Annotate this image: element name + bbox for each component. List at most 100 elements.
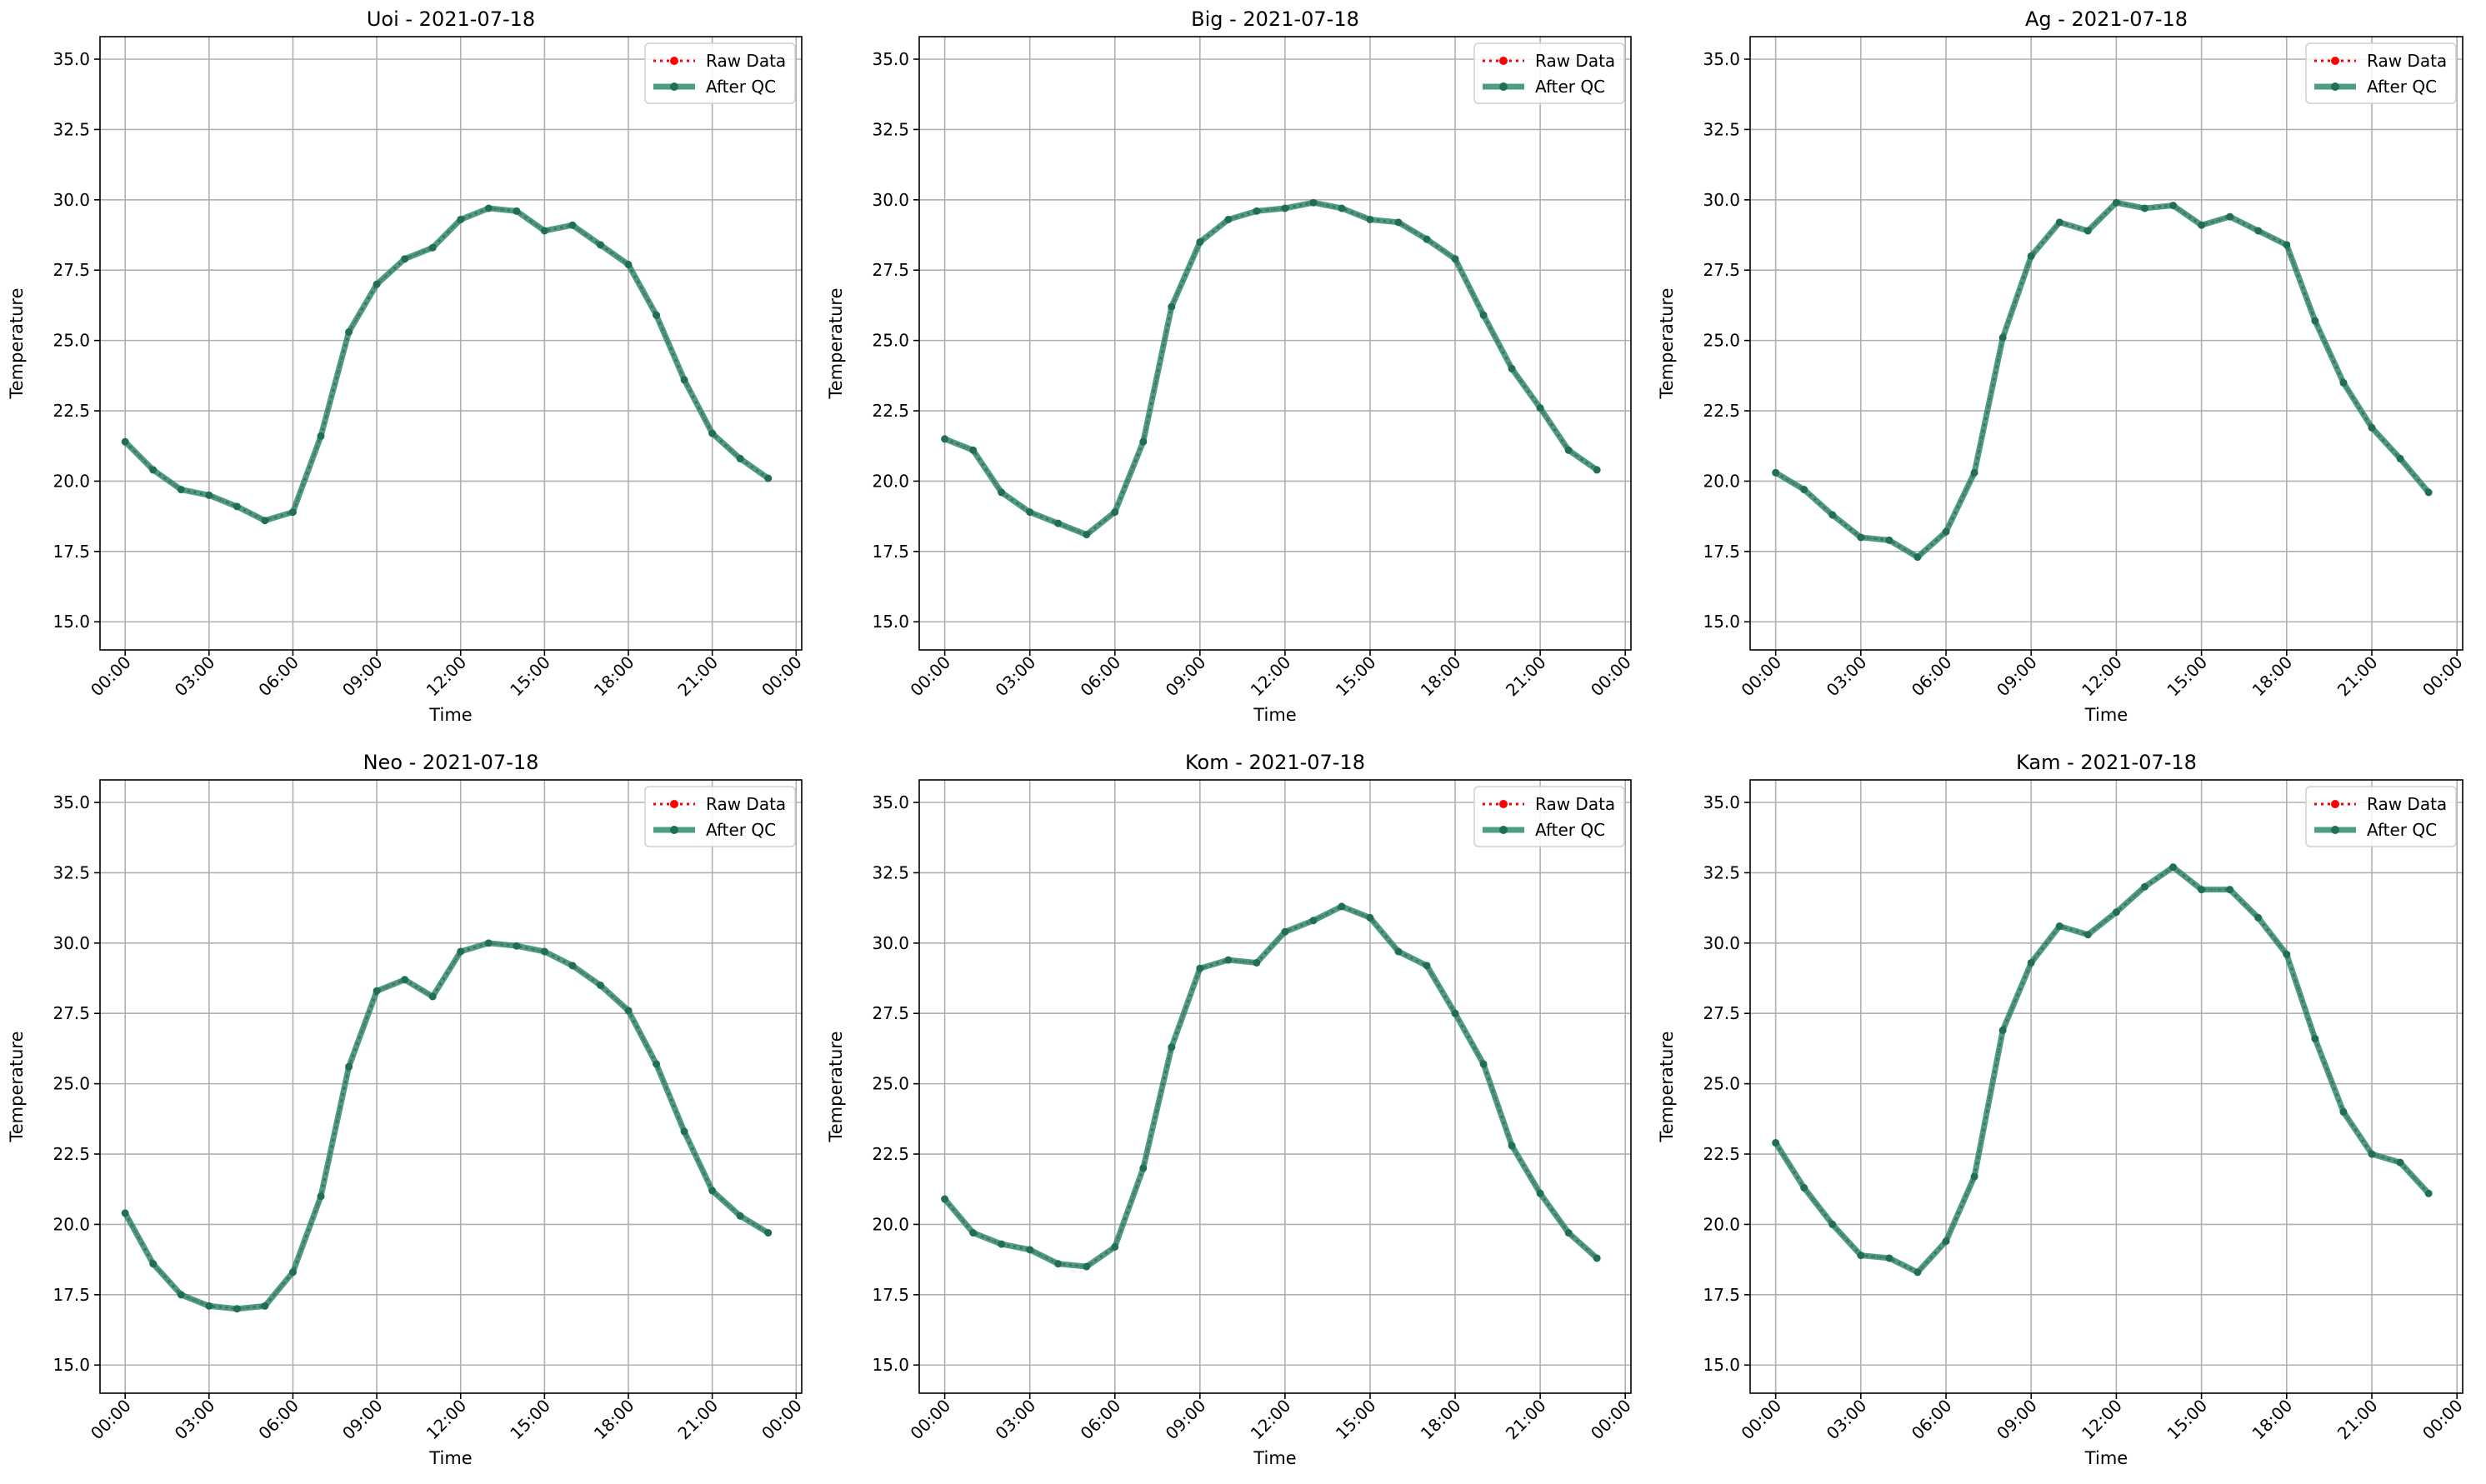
y-tick-label: 32.5: [53, 119, 90, 139]
legend: Raw Data After QC: [1473, 786, 1625, 847]
data-point-qc: [1536, 1189, 1544, 1197]
y-tick-label: 15.0: [1703, 1355, 1740, 1375]
legend: Raw Data After QC: [1473, 42, 1625, 104]
y-tick-label: 17.5: [1703, 1285, 1740, 1305]
data-point-qc: [1196, 237, 1204, 246]
chart-title: Neo - 2021-07-18: [363, 751, 539, 774]
legend: Raw Data After QC: [644, 42, 796, 104]
x-tick-label: 18:00: [590, 1396, 638, 1444]
data-point-qc: [484, 204, 493, 212]
data-point-qc: [1026, 508, 1034, 517]
x-tick-label: 03:00: [171, 1396, 219, 1444]
data-point-qc: [1942, 1237, 1950, 1246]
data-point-qc: [428, 992, 437, 1001]
data-point-qc: [1338, 204, 1346, 212]
data-point-qc: [2226, 212, 2234, 221]
y-axis-label: Temperature: [826, 1031, 846, 1142]
x-tick-label: 15:00: [1332, 1396, 1380, 1444]
data-point-qc: [998, 1240, 1006, 1248]
x-tick-label: 00:00: [87, 652, 135, 701]
series-overlay: [1775, 202, 2429, 558]
data-point-qc: [1998, 333, 2007, 342]
plot-frame: [99, 36, 803, 651]
chart-title: Ag - 2021-07-18: [2025, 7, 2188, 31]
data-point-qc: [1508, 1142, 1516, 1150]
y-tick-label: 35.0: [1703, 49, 1740, 69]
data-point-qc: [969, 1229, 978, 1237]
data-point-qc: [1423, 962, 1431, 970]
series-line-raw-data: [944, 201, 1598, 537]
y-tick-label: 20.0: [53, 471, 90, 491]
legend-label-raw: Raw Data: [1535, 51, 1615, 71]
x-tick-label: 12:00: [1247, 652, 1295, 701]
chart-panel-4: 15.0 17.5 20.0 22.5 25.0 27.5 30.0 32.5 35.0 00:0…: [826, 751, 1635, 1468]
legend-label-raw: Raw Data: [2367, 794, 2447, 814]
y-axis-label: Temperature: [7, 287, 27, 399]
data-point-qc: [1196, 964, 1204, 972]
y-tick-label: 20.0: [53, 1214, 90, 1234]
legend-marker-qc: [670, 82, 678, 91]
data-point-qc: [1970, 468, 1978, 477]
series-line-after-qc: [1773, 864, 2431, 1276]
x-tick-label: 09:00: [338, 652, 387, 701]
data-point-qc: [1253, 207, 1261, 215]
plot-frame: [918, 779, 1632, 1394]
data-point-qc: [1083, 531, 1091, 539]
legend-marker-qc: [2331, 82, 2339, 91]
x-tick-label: 00:00: [2418, 652, 2467, 701]
series-raw-data: [941, 199, 1601, 538]
y-tick-label: 35.0: [53, 49, 90, 69]
x-tick-label: 06:00: [1077, 1396, 1125, 1444]
y-tick-label: 22.5: [1703, 401, 1740, 421]
x-tick-label: 06:00: [1908, 1396, 1956, 1444]
legend-marker-qc: [1499, 82, 1508, 91]
series-after-qc: [121, 204, 773, 525]
x-tick-label: 03:00: [992, 652, 1040, 701]
legend-marker-qc: [670, 826, 678, 834]
y-tick-label: 32.5: [1703, 119, 1740, 139]
x-tick-label: 18:00: [2248, 652, 2297, 701]
x-tick-label: 21:00: [1502, 652, 1550, 701]
data-point-qc: [653, 311, 661, 319]
data-point-qc: [401, 255, 409, 263]
data-point-qc: [1394, 218, 1403, 227]
y-tick-label: 25.0: [872, 331, 909, 351]
y-tick-label: 35.0: [872, 49, 909, 69]
x-tick-label: 00:00: [1587, 1396, 1635, 1444]
data-point-qc: [457, 215, 465, 223]
data-point-qc: [1800, 486, 1808, 494]
data-point-qc: [680, 376, 688, 384]
plot-frame: [918, 36, 1632, 651]
data-point-qc: [513, 207, 521, 215]
data-point-qc: [1998, 1026, 2007, 1034]
data-point-qc: [233, 502, 241, 511]
chart-panel-3: 15.0 17.5 20.0 22.5 25.0 27.5 30.0 32.5 35.0 00:0…: [7, 751, 806, 1468]
y-tick-label: 22.5: [872, 401, 909, 421]
chart-title: Uoi - 2021-07-18: [367, 7, 535, 31]
series-line-raw-data: [1774, 865, 2430, 1274]
series-overlay: [124, 942, 769, 1310]
x-tick-label: 15:00: [2163, 1396, 2211, 1444]
data-point-qc: [2283, 950, 2291, 958]
y-tick-label: 32.5: [872, 862, 909, 882]
y-tick-label: 22.5: [1703, 1144, 1740, 1164]
legend-marker-raw: [2331, 57, 2339, 65]
x-tick-label: 00:00: [87, 1396, 135, 1444]
legend-label-raw: Raw Data: [706, 51, 786, 71]
data-point-qc: [1026, 1246, 1034, 1254]
x-tick-label: 03:00: [992, 1396, 1040, 1444]
data-point-qc: [2311, 1035, 2319, 1043]
legend-label-qc: After QC: [706, 820, 776, 840]
y-axis-label: Temperature: [1657, 287, 1677, 399]
data-point-qc: [345, 1062, 353, 1071]
data-point-qc: [1111, 1242, 1119, 1251]
legend-marker-raw: [670, 57, 678, 65]
x-tick-label: 21:00: [2333, 652, 2382, 701]
legend-label-qc: After QC: [1535, 820, 1605, 840]
y-tick-label: 30.0: [53, 933, 90, 953]
x-tick-label: 21:00: [673, 652, 722, 701]
y-tick-label: 32.5: [872, 119, 909, 139]
series-overlay: [943, 905, 1598, 1268]
y-tick-label: 22.5: [53, 1144, 90, 1164]
